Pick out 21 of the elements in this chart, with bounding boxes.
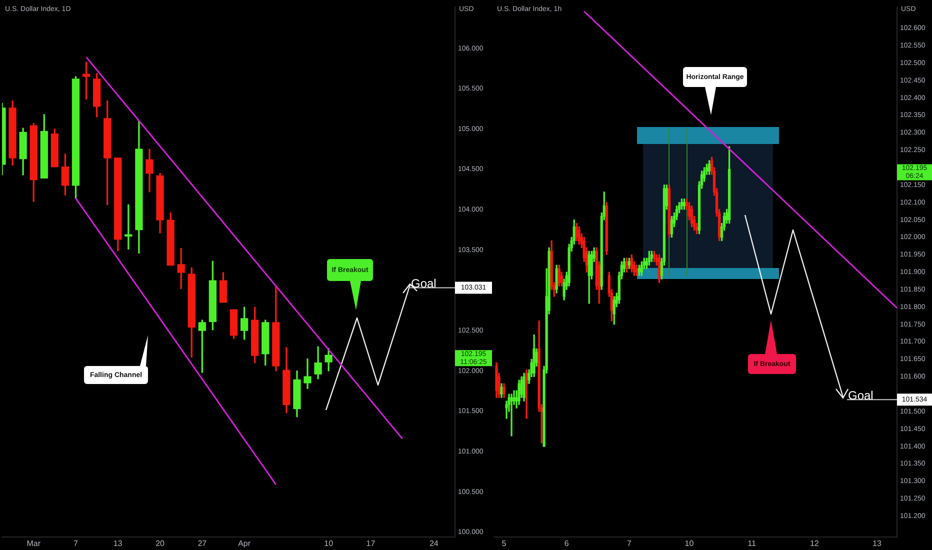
x-tick-label: 13: [113, 539, 123, 548]
x-tick-label: 20: [156, 539, 166, 548]
x-tick-label: 17: [366, 539, 376, 548]
annotation: Goal: [411, 276, 436, 291]
x-tick-label: 12: [810, 539, 820, 548]
x-tick-label: 10: [324, 539, 334, 548]
x-tick-label: Mar: [26, 539, 41, 548]
candlestick: [525, 369, 528, 419]
x-tick-label: 11: [748, 539, 757, 548]
candlestick: [510, 394, 513, 436]
x-tick-label: 7: [626, 539, 632, 548]
x-tick-label: 10: [684, 539, 694, 548]
x-tick-label: Apr: [238, 539, 251, 548]
x-tick-label: 5: [502, 539, 507, 548]
x-tick-label: 24: [429, 539, 439, 548]
candlestick: [304, 358, 312, 389]
x-tick-label: 7: [74, 539, 79, 548]
annotation: Goal: [848, 388, 874, 403]
x-tick-label: 6: [564, 539, 570, 548]
x-tick-label: 27: [198, 539, 208, 548]
x-tick-label: 13: [872, 539, 882, 548]
